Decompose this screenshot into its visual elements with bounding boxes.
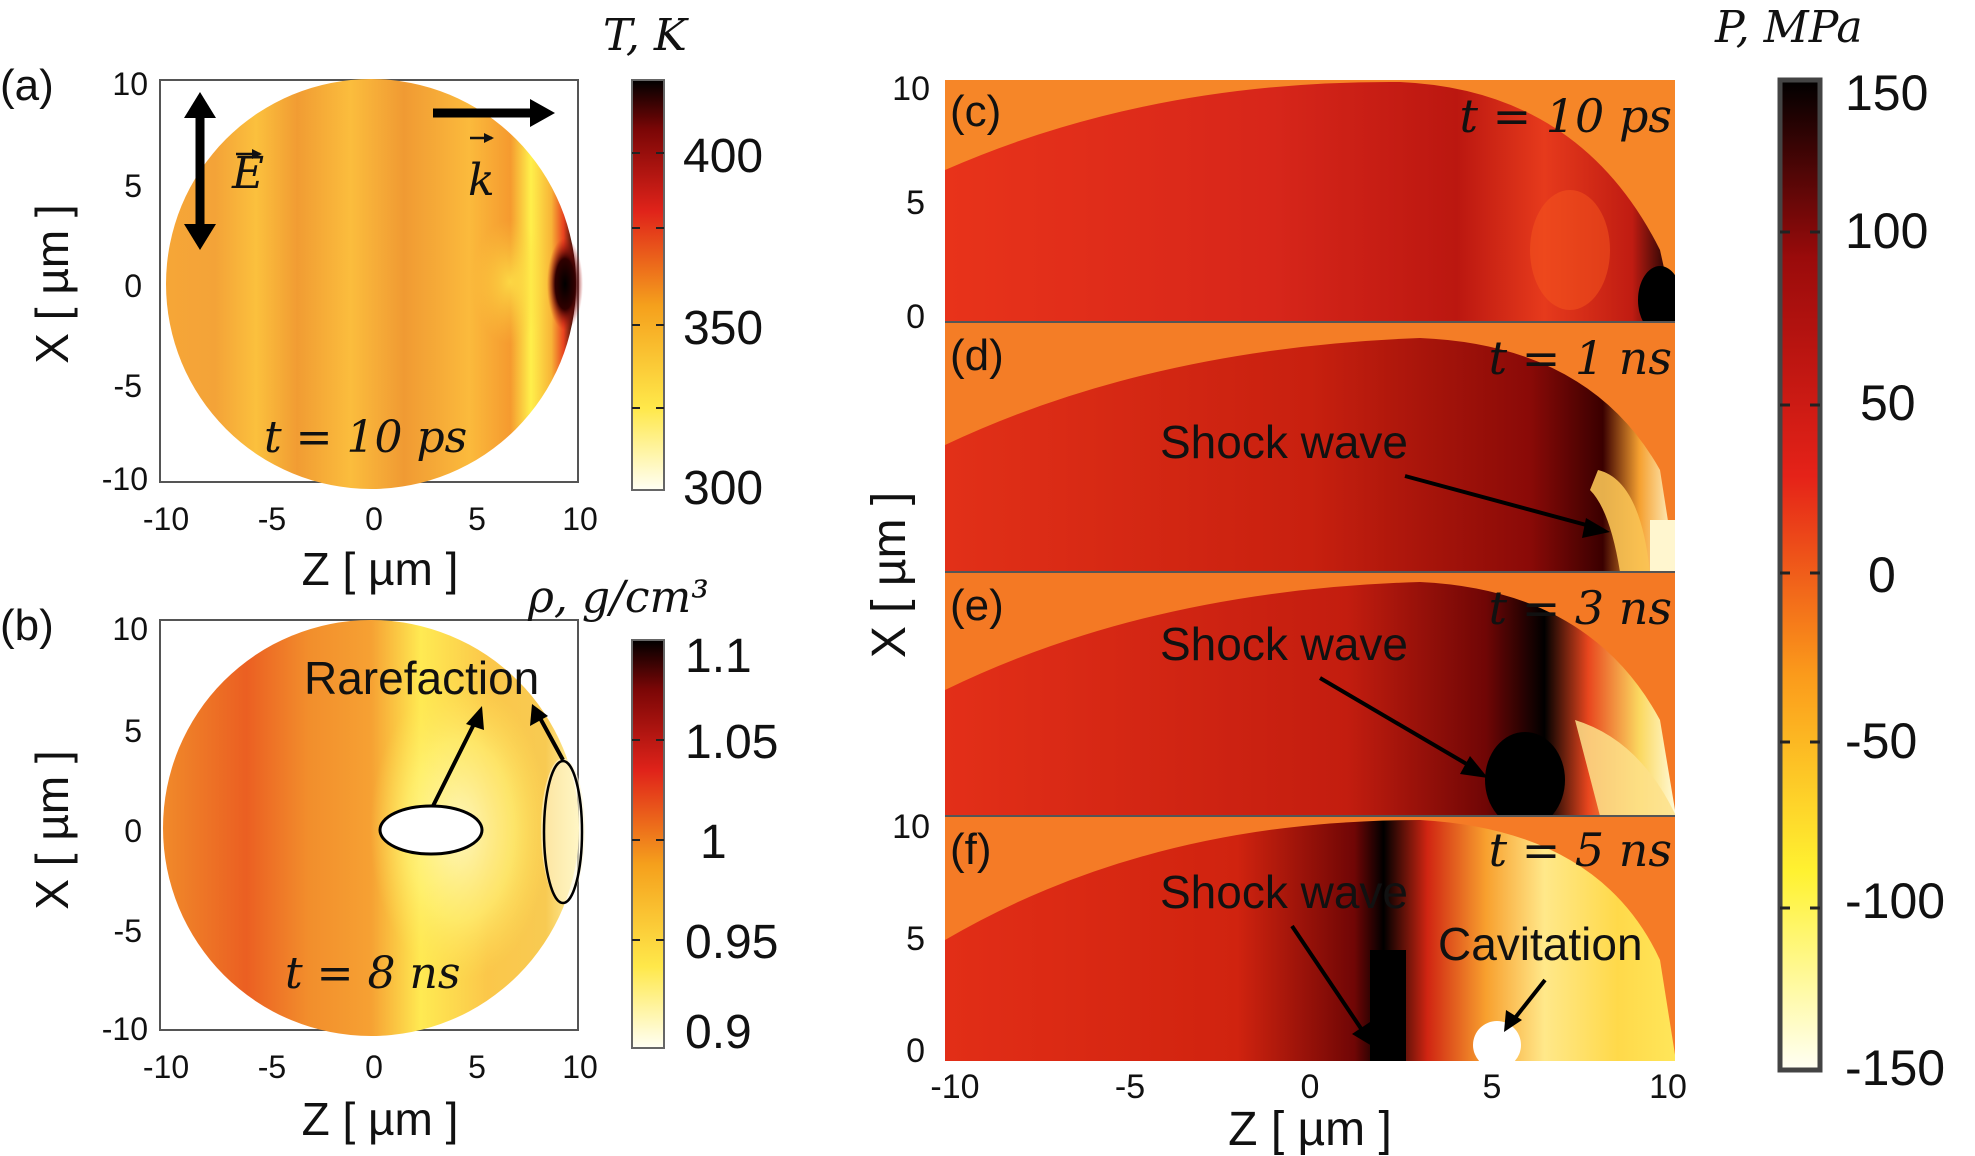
panel-a-xtick: 5: [468, 501, 486, 537]
density-colorbar-tick: 0.95: [685, 916, 778, 969]
pressure-colorbar-tick: 0: [1868, 547, 1896, 603]
panel-b-xtick: 5: [468, 1049, 486, 1085]
panel-a-ytick: 5: [124, 168, 142, 204]
rarefaction-ellipse-edge: [542, 759, 584, 905]
panel-b-ytick: -5: [114, 913, 142, 949]
panel-d-map: [945, 322, 1675, 572]
right-xtick: -5: [1115, 1068, 1145, 1106]
panel-a-ytick: 0: [124, 268, 142, 304]
panel-a-ylabel: X [ µm ]: [26, 204, 78, 363]
panel-a-ytick: 10: [112, 66, 148, 102]
density-colorbar-tick: 0.9: [685, 1006, 752, 1059]
panel-b-ytick: 10: [112, 611, 148, 647]
panel-b-xtick: -10: [143, 1049, 189, 1085]
right-xtick: 5: [1483, 1068, 1502, 1106]
panel-f-annotation-cavitation: Cavitation: [1438, 918, 1643, 970]
k-vector-label: k: [468, 155, 495, 206]
panel-f-time: t = 5 ns: [1489, 823, 1672, 877]
right-xtick: 10: [1649, 1068, 1687, 1106]
right-xtick: -10: [930, 1068, 979, 1106]
temperature-glow: [472, 220, 548, 344]
panel-b-ylabel: X [ µm ]: [26, 750, 78, 909]
panel-c-time: t = 10 ps: [1460, 89, 1672, 143]
panel-b-xlabel: Z [ µm ]: [302, 1093, 459, 1145]
pressure-colorbar-tick: -100: [1845, 873, 1945, 929]
right-ytick: 10: [892, 70, 930, 108]
panel-c-map: [945, 81, 1675, 322]
temperature-colorbar-tick: 350: [683, 302, 763, 355]
panel-e-time: t = 3 ns: [1489, 581, 1672, 635]
panel-b-xtick: -5: [258, 1049, 286, 1085]
density-colorbar-tick: 1.05: [685, 716, 778, 769]
panel-a-xlabel: Z [ µm ]: [302, 543, 459, 595]
density-colorbar-title: ρ, g/cm³: [527, 572, 709, 623]
panel-a-xtick: 0: [365, 501, 383, 537]
panel-e-label: (e): [950, 581, 1004, 630]
temperature-colorbar-tick: 400: [683, 130, 763, 183]
e-field-label: E: [231, 148, 264, 199]
cavitation-bubble: [1473, 1021, 1521, 1061]
panel-f-annotation: Shock wave: [1160, 866, 1408, 918]
temperature-map: [166, 79, 576, 489]
density-colorbar: [631, 639, 665, 1049]
panel-b-ytick: -10: [102, 1011, 148, 1047]
right-ytick: 0: [906, 298, 925, 336]
rarefaction-arrows: [431, 717, 565, 807]
panel-e-annotation: Shock wave: [1160, 618, 1408, 670]
panel-b-xtick: 10: [562, 1049, 598, 1085]
density-colorbar-tick: 1: [700, 816, 727, 869]
panel-b-xtick: 0: [365, 1049, 383, 1085]
right-xtick: 0: [1301, 1068, 1320, 1106]
shock-wave-arrows: [1290, 474, 1591, 1032]
panel-e-map: [945, 572, 1675, 816]
panel-a-time: t = 10 ps: [264, 412, 467, 463]
temperature-hotspot: [547, 238, 583, 330]
density-edge-glow: [541, 758, 585, 902]
panel-b: (b) Rarefaction t = 8 ns 10 5 0 -5 -10 -…: [0, 572, 778, 1145]
panels-right: (c) (d) (e) (f) t = 10 ps t = 1 ns t = 3…: [863, 2, 1945, 1156]
pressure-colorbar-tick: -50: [1845, 713, 1917, 769]
panel-a-ytick: -10: [102, 461, 148, 497]
panel-a: (a) E k t = 10 ps 10 5 0 -5 -10: [0, 10, 763, 595]
right-ylabel: X [ µm ]: [863, 492, 916, 658]
temperature-colorbar: [631, 79, 665, 491]
panel-a-xtick: -10: [143, 501, 189, 537]
panel-d-label: (d): [950, 331, 1004, 380]
pressure-colorbar-title: P, MPa: [1714, 2, 1863, 53]
panel-a-xtick: 10: [562, 501, 598, 537]
panel-a-label: (a): [0, 61, 54, 110]
panel-b-label: (b): [0, 601, 54, 650]
temperature-colorbar-title: T, K: [603, 10, 689, 61]
panel-d-time: t = 1 ns: [1489, 331, 1672, 385]
right-xlabel: Z [ µm ]: [1228, 1103, 1392, 1156]
panel-b-ytick: 5: [124, 713, 142, 749]
panel-c-label: (c): [950, 87, 1001, 136]
right-ytick: 5: [906, 184, 925, 222]
density-colorbar-tick: 1.1: [685, 630, 752, 683]
panel-a-ytick: -5: [114, 368, 142, 404]
right-ytick: 5: [906, 920, 925, 958]
panel-b-ytick: 0: [124, 813, 142, 849]
pressure-colorbar-tick: -150: [1845, 1040, 1945, 1096]
rarefaction-ellipse-center: [378, 804, 484, 856]
e-field-arrow: [184, 92, 216, 250]
panel-b-time: t = 8 ns: [285, 948, 460, 999]
rarefaction-annotation: Rarefaction: [304, 652, 539, 704]
e-field-vector-head: [252, 149, 262, 159]
panel-d-annotation: Shock wave: [1160, 416, 1408, 468]
pressure-colorbar-tick: 100: [1845, 203, 1928, 259]
panel-f-label: (f): [950, 825, 992, 874]
panel-a-xtick: -5: [258, 501, 286, 537]
pressure-colorbar: [1777, 77, 1823, 1073]
right-ytick: 10: [892, 808, 930, 846]
temperature-colorbar-tick: 300: [683, 462, 763, 515]
panel-f-map: [945, 816, 1675, 1061]
pressure-colorbar-tick: 150: [1845, 65, 1928, 121]
pressure-colorbar-tick: 50: [1860, 375, 1916, 431]
k-vector-arrow: [433, 99, 555, 127]
right-ytick: 0: [906, 1032, 925, 1070]
k-vector-head: [484, 133, 494, 143]
